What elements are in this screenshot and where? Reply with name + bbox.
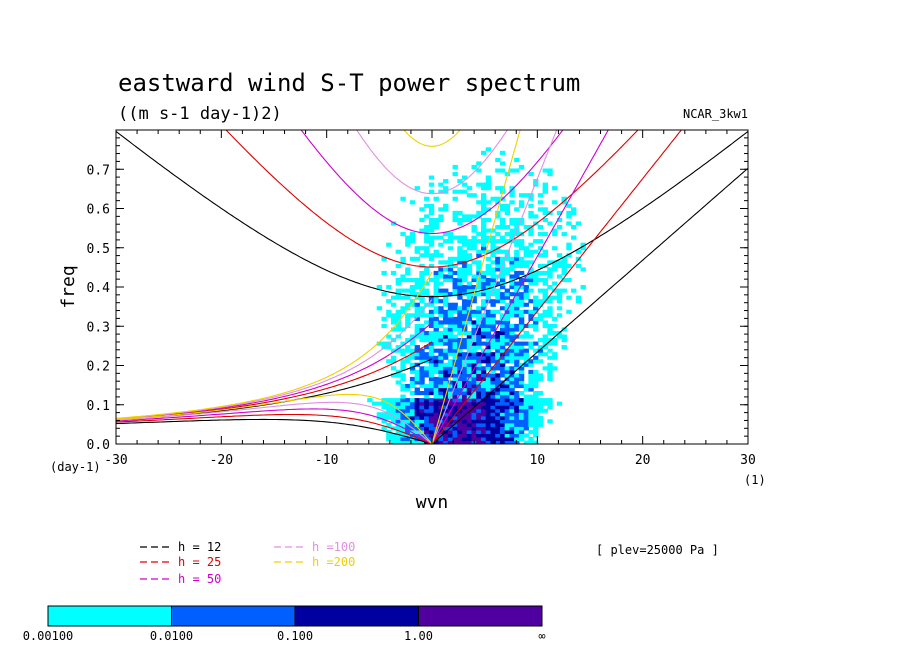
legend-label: h = 50 xyxy=(178,572,221,586)
curve-50-er1 xyxy=(116,408,433,444)
x-tick-label: 30 xyxy=(740,453,756,468)
curve-50-kelvin xyxy=(431,130,609,444)
colorbar-label: 1.00 xyxy=(404,629,433,643)
chart-subtitle: ((m s-1 day-1)2) xyxy=(118,104,282,124)
y-tick-label: 0.1 xyxy=(87,399,110,414)
chart-title: eastward wind S-T power spectrum xyxy=(118,69,580,97)
y-tick-label: 0.6 xyxy=(87,203,110,218)
dispersion-curves xyxy=(116,130,748,444)
curve-50-ig1 xyxy=(300,130,564,235)
colorbar-segment xyxy=(418,605,543,627)
x-unit-label: (1) xyxy=(744,473,766,487)
legend-label: h = 25 xyxy=(178,555,221,569)
dataset-label: NCAR_3kw1 xyxy=(683,107,748,121)
x-axis-label: wvn xyxy=(416,492,449,513)
curve-12-kelvin xyxy=(431,167,748,444)
colorbar-label: 0.100 xyxy=(277,629,313,643)
y-tick-label: 0.5 xyxy=(87,242,110,257)
y-tick-label: 0.4 xyxy=(87,281,111,296)
legend-label: h =100 xyxy=(312,540,355,554)
plev-annotation: [ plev=25000 Pa ] xyxy=(596,543,719,557)
curve-100-ig1 xyxy=(356,130,508,195)
curve-200-kelvin xyxy=(431,130,521,444)
y-tick-label: 0.0 xyxy=(87,438,110,453)
y-unit-label: (day-1) xyxy=(50,460,101,474)
colorbar-segment xyxy=(47,605,172,627)
colorbar: 0.00100 0.0100 0.100 1.00 ∞ xyxy=(23,605,546,643)
curve-200-ig1 xyxy=(403,130,461,147)
colorbar-segment xyxy=(294,605,419,627)
curve-25-ig1 xyxy=(225,130,639,268)
curve-200-er1 xyxy=(116,393,433,444)
axis-ticks: -30 -20 -10 0 10 20 30 0.0 0.1 0.2 0.3 0.4 0.5 0.6 0.7 xyxy=(87,130,756,468)
legend-label: h =200 xyxy=(312,555,355,569)
y-tick-label: 0.3 xyxy=(87,320,110,335)
curve-25-er1 xyxy=(116,413,433,444)
curve-100-kelvin xyxy=(431,130,558,444)
y-axis-label: freq xyxy=(58,265,79,308)
colorbar-label: 0.00100 xyxy=(23,629,74,643)
legend-label: h = 12 xyxy=(178,540,221,554)
colorbar-label: 0.0100 xyxy=(150,629,193,643)
y-tick-label: 0.2 xyxy=(87,360,110,375)
colorbar-label: ∞ xyxy=(538,629,545,643)
curve-12-er1 xyxy=(116,418,433,444)
x-tick-label: -20 xyxy=(210,453,233,468)
x-tick-label: -10 xyxy=(315,453,338,468)
curve-12-ig1 xyxy=(116,130,748,298)
x-tick-label: 20 xyxy=(635,453,651,468)
curve-25-kelvin xyxy=(431,130,683,444)
colorbar-segment xyxy=(171,605,296,627)
x-tick-label: 0 xyxy=(428,453,436,468)
curve-200-mrg xyxy=(116,271,433,419)
x-tick-label: 10 xyxy=(530,453,546,468)
curve-100-er1 xyxy=(116,401,433,444)
y-tick-label: 0.7 xyxy=(87,163,110,178)
x-tick-label: -30 xyxy=(104,453,127,468)
power-fill-layer xyxy=(367,147,586,444)
